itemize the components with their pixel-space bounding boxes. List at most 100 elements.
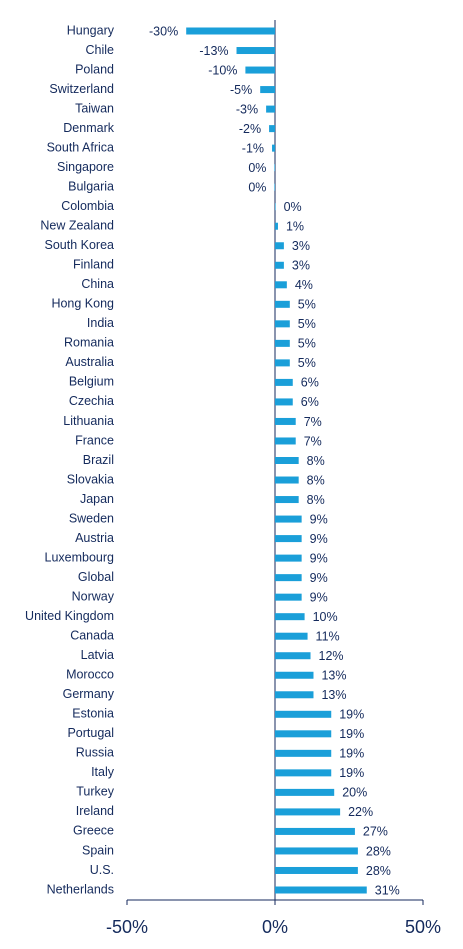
bar (275, 457, 299, 464)
bar (275, 300, 290, 308)
value-label: 5% (298, 317, 316, 331)
value-label: 9% (310, 590, 328, 604)
bar (275, 613, 305, 621)
category-label: Canada (70, 629, 114, 643)
category-label: Finland (73, 258, 114, 272)
value-label: 9% (310, 512, 328, 526)
category-label: Romania (64, 336, 114, 350)
category-label: Bulgaria (68, 179, 114, 193)
value-label: 7% (304, 415, 322, 429)
bar (275, 710, 332, 718)
value-label: 9% (310, 551, 328, 565)
category-label: Russia (76, 746, 114, 760)
category-label: Sweden (69, 511, 114, 525)
bar (275, 378, 293, 386)
bar (275, 242, 284, 250)
category-label: Switzerland (49, 82, 114, 96)
category-label: France (75, 433, 114, 447)
bar (275, 749, 332, 757)
category-label: Norway (72, 589, 115, 603)
value-label: 19% (339, 708, 364, 722)
category-label: Greece (73, 824, 114, 838)
category-label: Japan (80, 492, 114, 506)
value-label: 19% (339, 747, 364, 761)
category-label: Ireland (76, 804, 114, 818)
bar (275, 847, 358, 855)
category-label: Czechia (69, 394, 114, 408)
bar (275, 652, 311, 660)
category-label: Poland (75, 62, 114, 76)
bar (275, 886, 367, 894)
value-label: 8% (307, 473, 325, 487)
value-label: -13% (199, 44, 228, 58)
category-label: Germany (63, 687, 115, 701)
bar (275, 593, 302, 601)
category-label: U.S. (90, 863, 114, 877)
value-label: 5% (298, 356, 316, 370)
category-label: Hungary (67, 23, 115, 37)
value-label: 10% (313, 610, 338, 624)
value-label: -3% (236, 102, 258, 116)
category-label: Portugal (67, 726, 114, 740)
x-tick-label: -50% (106, 917, 148, 937)
value-label: 6% (301, 395, 319, 409)
bar (275, 203, 276, 211)
bar (275, 671, 314, 679)
value-label: -1% (242, 141, 264, 155)
bar (275, 632, 308, 640)
bar (275, 437, 296, 445)
value-label: 20% (342, 786, 367, 800)
bar (275, 222, 278, 230)
value-label: 9% (310, 532, 328, 546)
value-label: 5% (298, 298, 316, 312)
value-label: 13% (321, 669, 346, 683)
bar (269, 125, 275, 133)
category-label: Luxembourg (45, 550, 115, 564)
value-label: 1% (286, 220, 304, 234)
value-label: 0% (284, 200, 302, 214)
bar (275, 261, 284, 269)
value-label: 28% (366, 864, 391, 878)
category-label: Austria (75, 531, 114, 545)
bar (275, 574, 302, 582)
value-label: 9% (310, 571, 328, 585)
value-label: 0% (248, 180, 266, 194)
bar (275, 769, 332, 777)
x-tick-label: 0% (262, 917, 288, 937)
value-label: 3% (292, 259, 310, 273)
value-label: 31% (375, 883, 400, 897)
value-label: 19% (339, 727, 364, 741)
bar (275, 866, 358, 874)
value-label: -2% (239, 122, 261, 136)
category-label: Taiwan (75, 101, 114, 115)
category-label: Spain (82, 843, 114, 857)
bar (275, 535, 302, 543)
category-label: India (87, 316, 114, 330)
bar (275, 320, 290, 328)
value-label: -10% (208, 63, 237, 77)
value-label: 13% (321, 688, 346, 702)
category-label: China (81, 277, 114, 291)
bar (275, 398, 293, 406)
bar (275, 788, 335, 796)
category-label: Netherlands (47, 882, 114, 896)
value-label: 22% (348, 805, 373, 819)
bar (260, 86, 275, 94)
value-label: 12% (319, 649, 344, 663)
category-label: Singapore (57, 160, 114, 174)
value-label: -30% (149, 24, 178, 38)
value-label: 11% (316, 630, 340, 644)
bar (274, 164, 275, 172)
bar (275, 281, 287, 289)
category-label: Italy (91, 765, 115, 779)
bar (245, 66, 275, 74)
category-label: New Zealand (40, 219, 114, 233)
category-label: Estonia (72, 707, 114, 721)
value-label: 8% (307, 454, 325, 468)
category-label: Chile (86, 43, 115, 57)
bar (275, 691, 314, 699)
value-label: 27% (363, 825, 388, 839)
value-label: 0% (248, 161, 266, 175)
category-label: South Korea (45, 238, 115, 252)
